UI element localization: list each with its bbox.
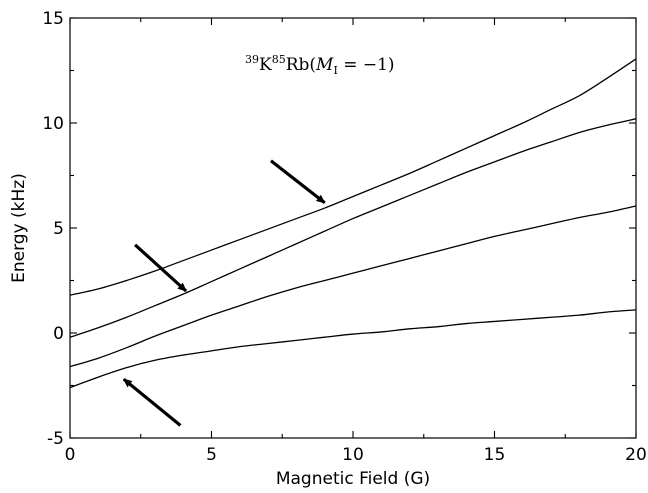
y-tick-label: -5 [47, 429, 64, 449]
curve-1 [69, 58, 637, 296]
x-axis-label: Magnetic Field (G) [276, 469, 430, 489]
x-tick-label: 15 [484, 445, 506, 465]
plot-frame [69, 17, 637, 439]
title-k-mass: 39 [245, 53, 259, 66]
curves-layer [69, 58, 637, 389]
x-tick-label: 10 [342, 445, 364, 465]
curve-4 [69, 309, 637, 389]
title-rb-symbol: Rb( [286, 55, 316, 75]
y-tick-label: 10 [42, 114, 64, 134]
title-m-symbol: M [315, 55, 334, 75]
y-tick-label: 5 [53, 219, 64, 239]
curve-3 [69, 205, 637, 368]
title-m-value: = −1) [338, 55, 395, 75]
title-k-symbol: K [259, 55, 272, 75]
x-tick-label: 5 [206, 445, 217, 465]
arrow-annotation-1 [269, 159, 326, 205]
y-axis-label: Energy (kHz) [9, 173, 29, 283]
arrow-annotation-2 [134, 243, 188, 293]
chart-title: 39K85Rb(MI = −1) [245, 53, 395, 77]
x-tick-label: 20 [625, 445, 647, 465]
title-rb-mass: 85 [272, 53, 286, 66]
x-tick-label: 0 [65, 445, 76, 465]
y-tick-label: 0 [53, 324, 64, 344]
title-m-subscript: I [333, 64, 337, 77]
y-tick-label: 15 [42, 9, 64, 29]
arrows-layer [122, 159, 326, 427]
curve-2 [69, 118, 637, 338]
arrow-annotation-3 [122, 377, 182, 427]
ticks-layer [69, 17, 637, 439]
